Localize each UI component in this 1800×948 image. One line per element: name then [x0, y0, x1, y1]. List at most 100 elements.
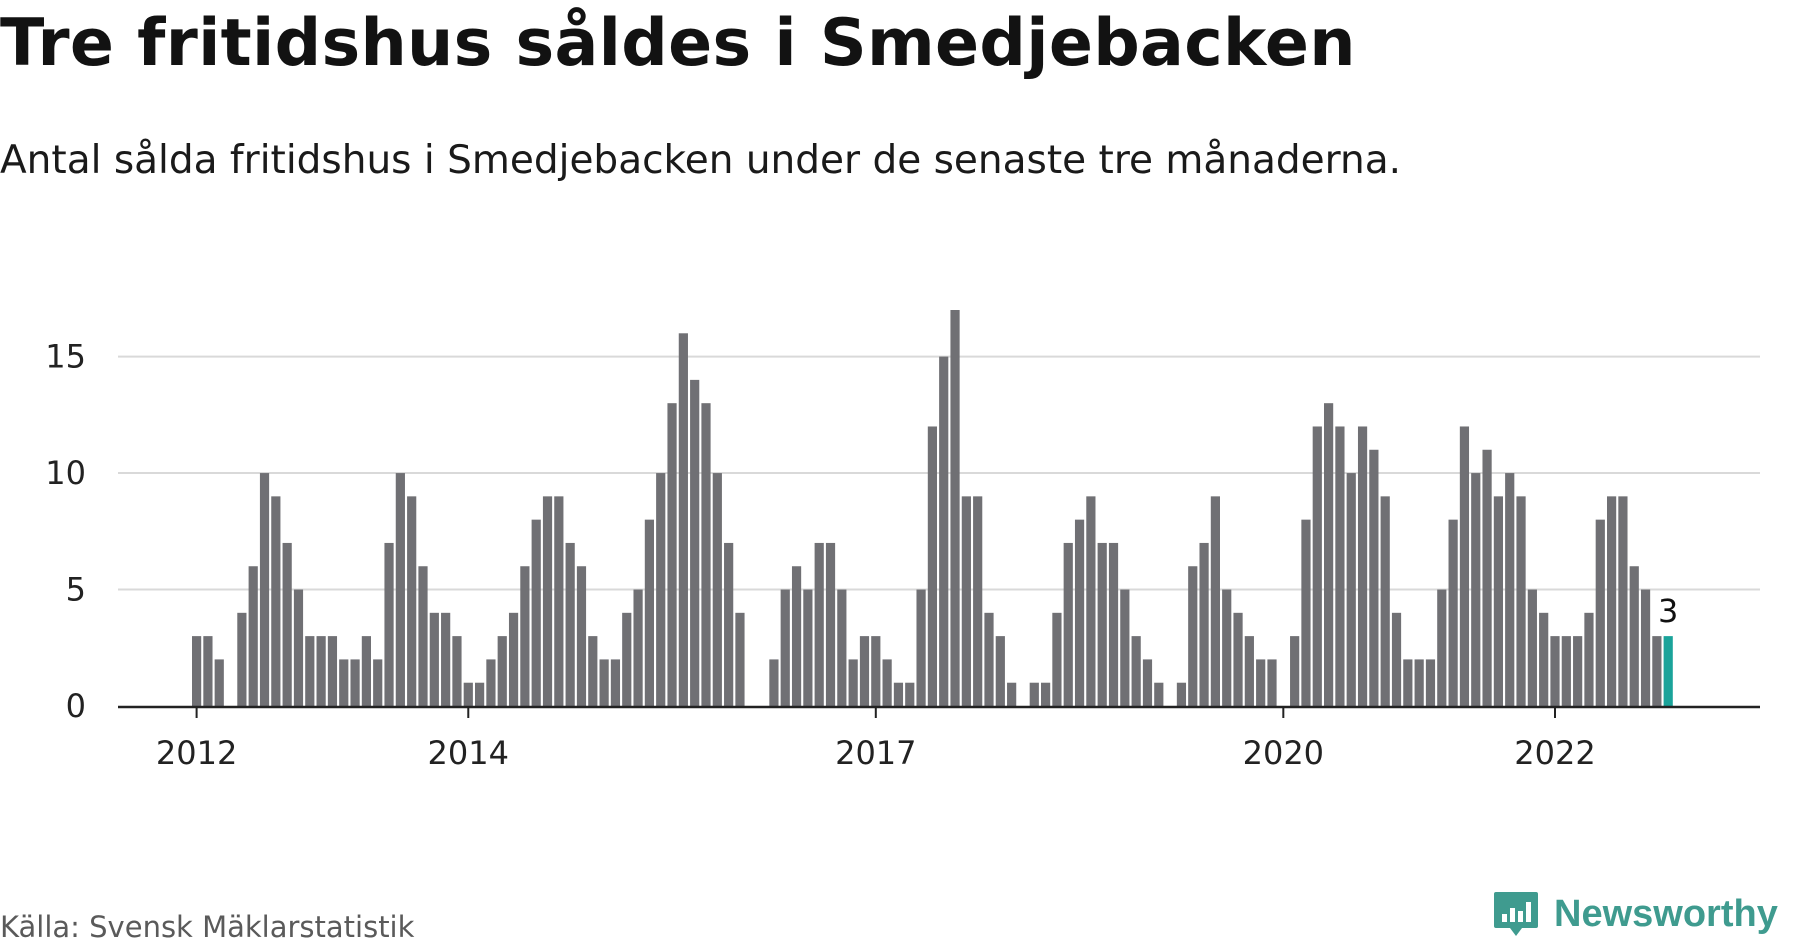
bar	[1290, 636, 1300, 706]
bar	[271, 496, 281, 706]
bar	[1199, 542, 1209, 706]
x-tick-label: 2014	[428, 734, 509, 772]
bar	[1007, 682, 1017, 706]
bar	[1516, 496, 1526, 706]
bar	[1097, 542, 1107, 706]
bar	[452, 636, 462, 706]
bar	[1607, 496, 1617, 706]
bar	[486, 659, 496, 706]
bar	[905, 682, 915, 706]
bar	[859, 636, 870, 706]
bar	[837, 589, 847, 706]
bar	[588, 636, 598, 706]
newsworthy-logo-icon	[1494, 892, 1538, 936]
bar	[1108, 542, 1119, 706]
bar	[418, 566, 428, 706]
bar	[1505, 473, 1515, 706]
bar	[1346, 473, 1356, 706]
bar	[497, 636, 507, 706]
bar	[1561, 636, 1571, 706]
bar	[1233, 612, 1243, 706]
bar	[1448, 519, 1458, 706]
bar	[576, 566, 587, 706]
bar	[1176, 682, 1187, 706]
bar	[1527, 589, 1537, 706]
bar	[305, 636, 315, 706]
bar	[554, 496, 564, 706]
bar	[475, 682, 485, 706]
bar	[927, 426, 937, 706]
bar	[1425, 659, 1436, 706]
y-tick-label: 10	[45, 454, 86, 492]
bar	[384, 542, 394, 706]
bar	[1188, 566, 1198, 706]
bar	[565, 542, 575, 706]
bar	[995, 636, 1005, 706]
brand-logo[interactable]: Newsworthy	[1492, 890, 1778, 938]
bar	[248, 566, 258, 706]
bar	[361, 636, 371, 706]
bar	[542, 496, 553, 706]
bar	[1369, 449, 1379, 706]
bar	[973, 496, 983, 706]
bar	[237, 612, 247, 706]
bar	[1595, 519, 1605, 706]
chart-title: Tre fritidshus såldes i Smedjebacken	[0, 6, 1356, 81]
bar	[508, 612, 519, 706]
bar	[1267, 659, 1277, 706]
bar	[339, 659, 349, 706]
bar	[1063, 542, 1073, 706]
bar	[1120, 589, 1130, 706]
bar-latest	[1663, 636, 1673, 706]
bar	[724, 542, 734, 706]
bar	[1640, 589, 1651, 706]
bar	[735, 612, 745, 706]
bar	[429, 612, 439, 706]
bar	[293, 589, 304, 706]
bar	[407, 496, 417, 706]
bar	[316, 636, 326, 706]
y-tick-label: 0	[66, 687, 86, 725]
bar	[373, 659, 383, 706]
annotations: 3	[1658, 592, 1678, 630]
bars	[192, 310, 1673, 706]
latest-value-label: 3	[1658, 592, 1678, 630]
x-tick-label: 2012	[156, 734, 237, 772]
bar	[678, 333, 688, 706]
x-tick-label: 2022	[1514, 734, 1595, 772]
chart-subtitle: Antal sålda fritidshus i Smedjebacken un…	[0, 138, 1402, 183]
bar	[1539, 612, 1549, 706]
bar	[1210, 496, 1220, 706]
source-note: Källa: Svensk Mäklarstatistik	[0, 910, 415, 944]
bar	[1312, 426, 1322, 706]
brand-name: Newsworthy	[1554, 892, 1778, 935]
bar	[259, 473, 270, 706]
bar	[1380, 496, 1390, 706]
bar	[712, 473, 722, 706]
bar	[814, 542, 824, 706]
x-tick-label: 2017	[835, 734, 916, 772]
bar	[1391, 612, 1402, 706]
y-tick-label: 15	[45, 338, 86, 376]
bar	[1335, 426, 1345, 706]
bar	[441, 612, 451, 706]
bar	[1437, 589, 1447, 706]
bar	[939, 356, 949, 706]
bar	[644, 519, 654, 706]
bar	[282, 542, 292, 706]
bar	[1652, 636, 1662, 706]
bar	[1618, 496, 1628, 706]
bar	[1142, 659, 1153, 706]
bar	[690, 379, 700, 706]
bar	[622, 612, 632, 706]
bar	[848, 659, 858, 706]
bar	[961, 496, 971, 706]
y-axis-ticks: 0 5 10 15	[45, 338, 86, 725]
bar	[1256, 659, 1266, 706]
bar	[633, 589, 643, 706]
bar	[203, 636, 213, 706]
bar	[395, 473, 405, 706]
y-tick-label: 5	[66, 571, 86, 609]
bar	[350, 659, 360, 706]
